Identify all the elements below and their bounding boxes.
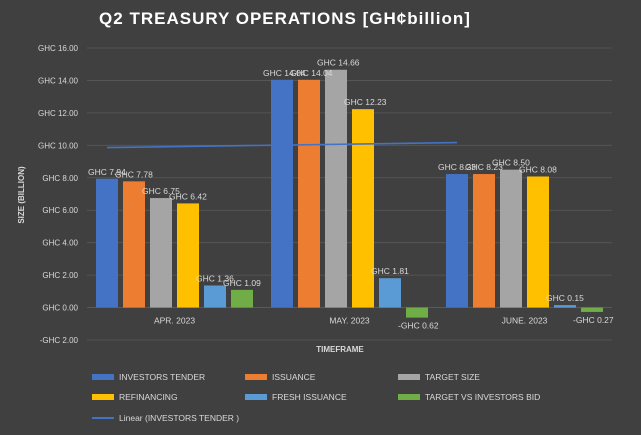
legend-item: TARGET SIZE bbox=[398, 372, 480, 382]
bar-target-vs-investors-bid-0 bbox=[231, 289, 253, 308]
data-label: GHC 14.04 bbox=[290, 68, 333, 78]
legend-item: Linear (INVESTORS TENDER ) bbox=[92, 413, 239, 423]
gridlines bbox=[87, 47, 612, 341]
legend: INVESTORS TENDER ISSUANCE TARGET SIZE REFIN… bbox=[92, 372, 540, 423]
bar-target-vs-investors-bid-2 bbox=[581, 307, 603, 312]
legend-swatch bbox=[245, 374, 267, 380]
legend-item: FRESH ISSUANCE bbox=[245, 392, 347, 402]
bar-refinancing-2 bbox=[527, 176, 549, 308]
y-tick-label: GHC 12.00 bbox=[38, 109, 79, 118]
legend-label: TARGET SIZE bbox=[425, 372, 480, 382]
data-label: GHC 6.42 bbox=[169, 191, 207, 201]
legend-swatch bbox=[92, 374, 114, 380]
data-label: GHC 8.23 bbox=[438, 162, 476, 172]
legend-item: ISSUANCE bbox=[245, 372, 316, 382]
y-tick-label: GHC 2.00 bbox=[42, 271, 78, 280]
bar-target-size-0 bbox=[150, 198, 172, 308]
bar-fresh-issuance-1 bbox=[379, 278, 401, 308]
legend-label: TARGET VS INVESTORS BID bbox=[425, 392, 540, 402]
data-label: GHC 1.36 bbox=[196, 273, 234, 283]
y-axis-ticks: -GHC 2.00 GHC 0.00 GHC 2.00 GHC 4.00 GHC 6.0… bbox=[38, 44, 79, 345]
y-tick-label: GHC 8.00 bbox=[42, 174, 78, 183]
legend-label: INVESTORS TENDER bbox=[119, 372, 205, 382]
y-tick-label: -GHC 2.00 bbox=[40, 336, 79, 345]
y-tick-label: GHC 0.00 bbox=[42, 304, 78, 313]
data-label: GHC 8.08 bbox=[519, 164, 557, 174]
data-label: GHC 7.94 bbox=[88, 167, 126, 177]
data-label: GHC 7.78 bbox=[115, 169, 153, 179]
legend-item: REFINANCING bbox=[92, 392, 178, 402]
x-tick-label: JUNE. 2023 bbox=[502, 316, 548, 326]
bar-target-size-1 bbox=[325, 69, 347, 308]
data-label: GHC 8.23 bbox=[465, 162, 503, 172]
data-label: GHC 1.81 bbox=[371, 266, 409, 276]
bar-investors-tender-0 bbox=[96, 178, 118, 308]
legend-label: ISSUANCE bbox=[272, 372, 316, 382]
legend-swatch bbox=[398, 394, 420, 400]
bar-issuance-2 bbox=[473, 174, 495, 308]
bar-refinancing-1 bbox=[352, 109, 374, 308]
data-label: GHC 14.04 bbox=[263, 68, 306, 78]
legend-item: TARGET VS INVESTORS BID bbox=[398, 392, 540, 402]
data-label: GHC 0.15 bbox=[546, 293, 584, 303]
y-tick-label: GHC 16.00 bbox=[38, 44, 79, 53]
data-label: -GHC 0.62 bbox=[398, 321, 439, 331]
legend-label: Linear (INVESTORS TENDER ) bbox=[119, 413, 239, 423]
bar-target-vs-investors-bid-1 bbox=[406, 307, 428, 318]
y-tick-label: GHC 10.00 bbox=[38, 141, 79, 150]
y-tick-label: GHC 14.00 bbox=[38, 76, 79, 85]
legend-swatch bbox=[398, 374, 420, 380]
bar-refinancing-0 bbox=[177, 203, 199, 308]
chart-title: Q2 TREASURY OPERATIONS [GH¢billion] bbox=[99, 9, 471, 28]
x-axis-ticks: APR. 2023 MAY. 2023 JUNE. 2023 bbox=[154, 316, 548, 326]
legend-item: INVESTORS TENDER bbox=[92, 372, 205, 382]
legend-label: REFINANCING bbox=[119, 392, 178, 402]
data-label: GHC 14.66 bbox=[317, 58, 360, 68]
legend-swatch bbox=[92, 394, 114, 400]
bar-fresh-issuance-0 bbox=[204, 285, 226, 308]
x-tick-label: MAY. 2023 bbox=[329, 316, 370, 326]
data-label: -GHC 0.27 bbox=[573, 315, 614, 325]
y-tick-label: GHC 6.00 bbox=[42, 206, 78, 215]
legend-label: FRESH ISSUANCE bbox=[272, 392, 347, 402]
y-tick-label: GHC 4.00 bbox=[42, 239, 78, 248]
data-label: GHC 8.50 bbox=[492, 158, 530, 168]
bar-investors-tender-2 bbox=[446, 174, 468, 308]
legend-swatch bbox=[245, 394, 267, 400]
bar-target-size-2 bbox=[500, 169, 522, 308]
bar-investors-tender-1 bbox=[271, 79, 293, 308]
bar-fresh-issuance-2 bbox=[554, 305, 576, 308]
y-axis-title: SIZE (BILLION) bbox=[17, 166, 26, 224]
data-label: GHC 6.75 bbox=[142, 186, 180, 196]
bar-issuance-0 bbox=[123, 181, 145, 308]
data-label: GHC 12.23 bbox=[344, 97, 387, 107]
bar-issuance-1 bbox=[298, 79, 320, 308]
x-axis-title: TIMEFRAME bbox=[316, 345, 364, 354]
trendline bbox=[106, 141, 458, 149]
x-tick-label: APR. 2023 bbox=[154, 316, 195, 326]
trendline-layer bbox=[106, 141, 458, 149]
bars bbox=[96, 69, 603, 318]
data-label: GHC 1.09 bbox=[223, 278, 261, 288]
